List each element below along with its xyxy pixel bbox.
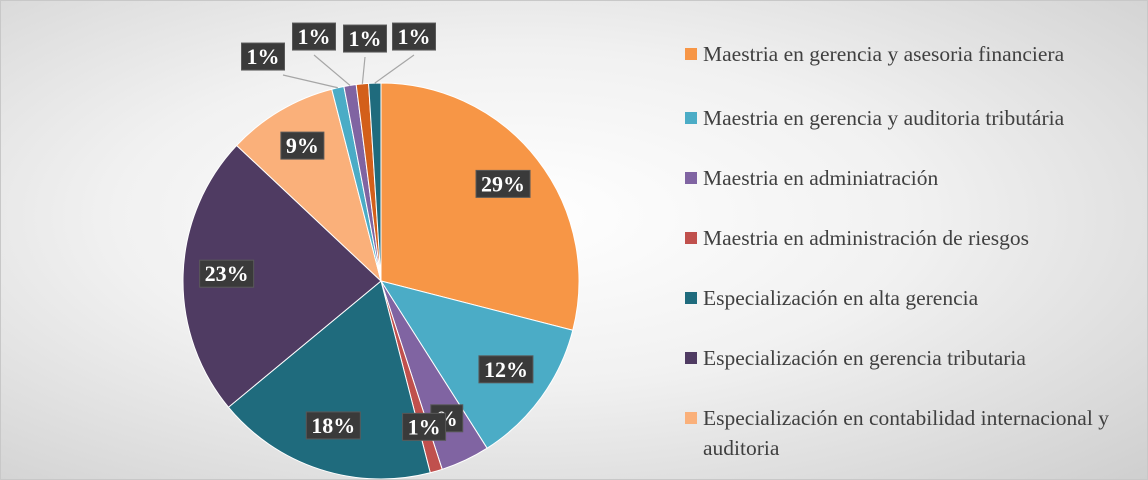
data-label-box: [292, 22, 336, 51]
data-label: 1%: [292, 22, 336, 51]
legend-label: Maestria en gerencia y asesoria financie…: [703, 42, 1065, 66]
legend-entry: Especialización en alta gerencia: [685, 283, 1135, 313]
legend-label: Maestria en gerencia y auditoria tributá…: [703, 106, 1065, 130]
legend-swatch: [685, 172, 697, 184]
data-label-box: [280, 131, 325, 160]
data-label-box: [343, 24, 387, 53]
legend-swatch: [685, 232, 697, 244]
legend-swatch: [685, 112, 697, 124]
data-label: 1%: [343, 24, 387, 53]
legend-label: Especialización en contabilidad internac…: [703, 406, 1109, 460]
data-label-box: [392, 22, 436, 51]
data-label-text: 1%: [298, 24, 331, 49]
data-label: 18%: [305, 411, 361, 440]
data-label-box: [199, 259, 255, 288]
data-label-box: [475, 169, 531, 198]
leader-line: [282, 74, 338, 89]
data-label-text: 18%: [311, 413, 355, 438]
pie-slice: [227, 280, 431, 479]
data-label: 12%: [478, 355, 534, 384]
leader-line: [361, 56, 366, 84]
leader-line: [374, 54, 415, 84]
data-label-box: [241, 42, 285, 71]
legend-entry: Especialización en gerencia tributaria: [685, 343, 1135, 373]
legend-swatch: [685, 48, 697, 60]
legend-swatch: [685, 352, 697, 364]
legend-label: Especialización en alta gerencia: [703, 286, 979, 310]
data-label: 1%: [402, 412, 447, 441]
data-label-text: 1%: [398, 24, 431, 49]
legend-entry: Maestria en gerencia y asesoria financie…: [685, 39, 1135, 69]
data-label-box: [305, 411, 361, 440]
data-label-text: 9%: [286, 133, 319, 158]
data-label: 23%: [199, 259, 255, 288]
data-label-box: [478, 355, 534, 384]
legend-swatch: [685, 292, 697, 304]
data-label: 9%: [280, 131, 325, 160]
data-label-box: [402, 412, 447, 441]
legend-swatch: [685, 412, 697, 424]
legend-entry: Especialización en contabilidad internac…: [685, 403, 1135, 463]
pie-slice: [235, 88, 382, 283]
legend-label: Maestria en administración de riesgos: [703, 226, 1029, 250]
pie-slice: [379, 280, 574, 449]
legend-entry: Maestria en gerencia y auditoria tributá…: [685, 103, 1135, 133]
leader-line: [313, 54, 351, 86]
data-label: 1%: [241, 42, 285, 71]
data-label-text: 23%: [205, 261, 249, 286]
data-label-text: 1%: [349, 26, 382, 51]
legend-label: Maestria en adminiatración: [703, 166, 939, 190]
data-label: 29%: [475, 169, 531, 198]
data-label: 1%: [392, 22, 436, 51]
pie-slice: [380, 82, 580, 331]
data-label-text: 29%: [481, 171, 525, 196]
data-label-text: 12%: [484, 357, 528, 382]
data-label-text: 1%: [408, 414, 441, 439]
data-label-text: 1%: [247, 44, 280, 69]
pie-slice: [368, 82, 382, 282]
legend-entry: Maestria en adminiatración: [685, 163, 1135, 193]
legend-label: Especialización en gerencia tributaria: [703, 346, 1026, 370]
legend-entry: Maestria en administración de riesgos: [685, 223, 1135, 253]
pie-slice: [182, 144, 382, 408]
